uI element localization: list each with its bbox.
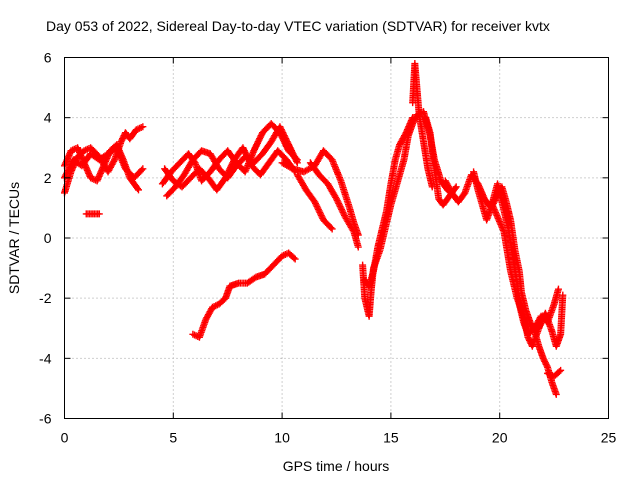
y-tick-labels: -6 -4 -2 0 2 4 6 (39, 50, 52, 427)
data-point (132, 126, 140, 134)
data-point (88, 175, 96, 183)
y-tick-label: 4 (44, 110, 52, 126)
y-tick-label: 2 (44, 170, 52, 186)
data-point (278, 252, 286, 260)
data-point (287, 164, 295, 172)
data-point (67, 147, 75, 155)
data-point (290, 254, 298, 262)
y-tick-label: -2 (39, 290, 52, 306)
data-point (543, 362, 551, 370)
data-point (210, 302, 218, 310)
data-point (189, 330, 197, 338)
data-point (409, 114, 417, 122)
x-tick-label: 25 (601, 430, 617, 446)
data-point (212, 302, 220, 310)
data-points (61, 60, 567, 398)
data-point (293, 159, 301, 167)
x-tick-label: 5 (169, 430, 177, 446)
data-point (134, 186, 142, 194)
x-axis-label: GPS time / hours (283, 458, 390, 474)
data-point (82, 146, 90, 154)
data-point (134, 125, 142, 133)
x-tick-label: 10 (274, 430, 290, 446)
y-tick-label: -4 (39, 350, 52, 366)
data-point (559, 291, 567, 299)
data-point (110, 157, 118, 165)
data-point (451, 184, 459, 192)
data-point (87, 174, 95, 182)
data-point (95, 210, 103, 218)
data-point (139, 165, 147, 173)
grid (64, 57, 609, 419)
axis-ticks (64, 57, 609, 419)
chart-title: Day 053 of 2022, Sidereal Day-to-day VTE… (46, 18, 550, 34)
data-point (138, 166, 146, 174)
x-tick-label: 0 (61, 430, 69, 446)
data-point (136, 124, 144, 132)
data-point (555, 368, 563, 376)
data-point (293, 157, 301, 165)
data-point (552, 390, 560, 398)
data-point (327, 224, 335, 232)
y-axis-label: SDTVAR / TECUs (6, 182, 22, 294)
data-point (544, 369, 552, 377)
data-point (134, 185, 142, 193)
x-tick-label: 15 (383, 430, 399, 446)
data-point (557, 366, 565, 374)
data-point (554, 285, 562, 293)
data-point (208, 303, 216, 311)
y-tick-label: 0 (44, 230, 52, 246)
data-point (69, 146, 77, 154)
data-point (291, 255, 299, 263)
data-point (452, 183, 460, 191)
data-point (349, 226, 357, 234)
x-tick-labels: 0 5 10 15 20 25 (61, 430, 617, 446)
x-tick-label: 20 (492, 430, 508, 446)
data-point (328, 225, 336, 233)
data-point (280, 251, 288, 259)
data-point (139, 123, 147, 131)
y-tick-label: -6 (39, 411, 52, 427)
data-point (354, 243, 362, 251)
y-tick-label: 6 (44, 50, 52, 66)
data-point (137, 123, 145, 131)
data-point (545, 370, 553, 378)
